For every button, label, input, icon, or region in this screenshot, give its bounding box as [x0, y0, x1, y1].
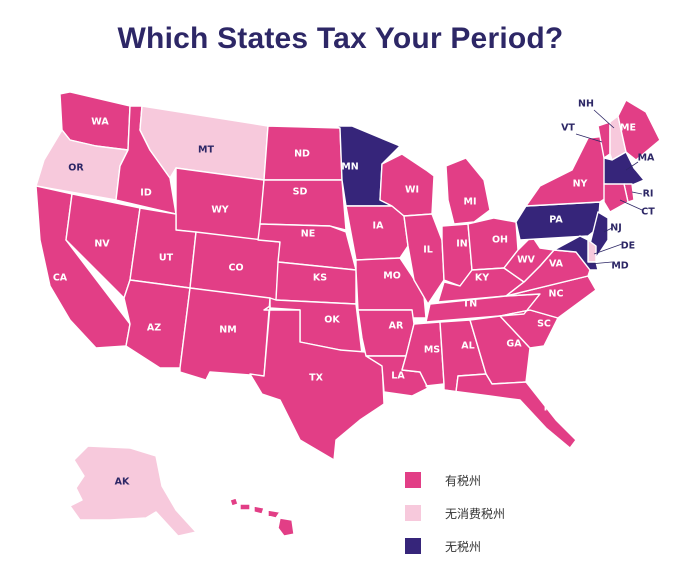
state-label-nv: NV	[94, 239, 110, 250]
state-mi	[445, 157, 491, 225]
state-mo	[355, 257, 427, 319]
state-label-mi: MI	[464, 197, 477, 208]
legend-item-exempt: 无税州	[405, 534, 505, 558]
state-label-ne: NE	[301, 229, 315, 240]
state-hi	[229, 497, 295, 537]
state-label-mo: MO	[383, 271, 401, 282]
state-label-tx: TX	[309, 373, 323, 384]
state-label-co: CO	[228, 263, 243, 274]
legend-item-no-sales-tax: 无消费税州	[405, 501, 505, 525]
state-wv	[503, 235, 555, 283]
leader-line-de	[593, 243, 623, 255]
state-label-ms: MS	[424, 345, 440, 356]
state-label-ar: AR	[389, 321, 404, 332]
state-label-nc: NC	[549, 289, 564, 300]
state-ia	[345, 205, 409, 261]
state-label-il: IL	[423, 245, 433, 256]
leader-line-vt	[575, 133, 603, 143]
state-label-va: VA	[549, 259, 564, 270]
leader-line-ri	[631, 191, 643, 195]
state-label-nj: NJ	[610, 223, 622, 234]
state-label-fl: FL	[544, 403, 557, 414]
state-label-tn: TN	[463, 299, 477, 310]
state-label-nm: NM	[219, 325, 236, 336]
state-label-or: OR	[68, 163, 84, 174]
leader-line-ma	[625, 161, 639, 171]
state-ar	[357, 309, 415, 357]
state-md	[553, 235, 599, 271]
state-label-md: MD	[611, 261, 628, 272]
state-label-ca: CA	[53, 273, 68, 284]
legend-swatch	[405, 472, 421, 488]
state-label-al: AL	[461, 341, 474, 352]
state-nc	[499, 275, 597, 319]
state-label-pa: PA	[549, 215, 563, 226]
state-label-ct: CT	[641, 207, 655, 218]
leader-line-nh	[593, 109, 615, 129]
state-label-ok: OK	[324, 315, 340, 326]
legend: 有税州 无消费税州 无税州	[405, 468, 505, 567]
state-label-in: IN	[456, 239, 468, 250]
state-label-az: AZ	[147, 323, 161, 334]
state-label-wi: WI	[405, 185, 419, 196]
leader-line-ct	[619, 199, 643, 211]
state-ak	[69, 445, 197, 537]
state-label-wy: WY	[211, 205, 228, 216]
state-label-ma: MA	[638, 153, 655, 164]
state-label-nh: NH	[578, 99, 594, 110]
state-label-de: DE	[621, 241, 635, 252]
legend-swatch	[405, 505, 421, 521]
state-sd	[259, 179, 347, 231]
state-label-ut: UT	[159, 253, 174, 264]
legend-label: 有税州	[445, 473, 482, 488]
state-label-ks: KS	[313, 273, 327, 284]
legend-label: 无消费税州	[445, 506, 506, 521]
state-label-ri: RI	[643, 189, 654, 200]
state-label-ia: IA	[373, 221, 385, 232]
state-label-wa: WA	[91, 117, 109, 128]
leader-line-nj	[603, 227, 613, 233]
state-label-wv: WV	[517, 255, 535, 266]
leader-line-md	[589, 261, 613, 265]
state-label-ky: KY	[475, 273, 489, 284]
state-ny	[525, 135, 613, 207]
legend-item-taxed: 有税州	[405, 468, 505, 492]
state-label-nd: ND	[294, 149, 310, 160]
state-il	[403, 213, 445, 305]
state-label-sd: SD	[293, 187, 308, 198]
state-label-me: ME	[620, 123, 636, 134]
map-title: Which States Tax Your Period?	[117, 22, 564, 55]
state-label-ga: GA	[506, 339, 522, 350]
state-label-ak: AK	[115, 477, 130, 488]
state-label-mn: MN	[341, 162, 358, 173]
state-tx	[249, 305, 385, 461]
state-label-oh: OH	[492, 235, 508, 246]
state-label-la: LA	[391, 371, 405, 382]
state-label-hi: HI	[242, 525, 254, 536]
legend-swatch	[405, 538, 421, 554]
state-label-ny: NY	[573, 179, 588, 190]
state-ct	[603, 183, 629, 213]
legend-label: 无税州	[445, 539, 482, 554]
state-label-id: ID	[140, 188, 152, 199]
state-fl	[443, 373, 577, 449]
state-label-sc: SC	[537, 319, 551, 330]
state-label-vt: VT	[561, 123, 575, 134]
state-label-mt: MT	[198, 145, 214, 156]
